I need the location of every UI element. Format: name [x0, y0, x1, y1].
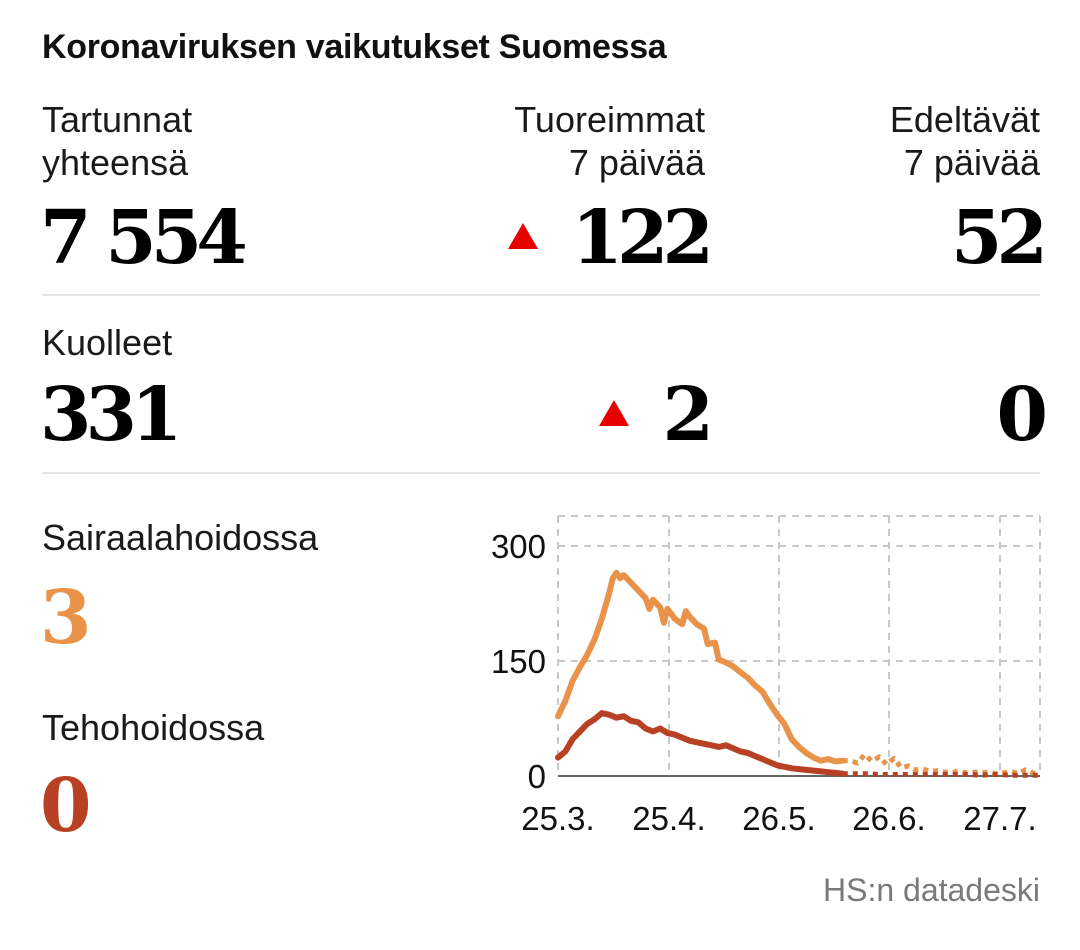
hospital-label: Sairaalahoidossa: [42, 517, 319, 558]
icu-value: 0: [40, 763, 91, 849]
previous-7-days-label: Edeltävät 7 päivää: [740, 98, 1040, 184]
deaths-latest-value: 2: [662, 372, 714, 458]
deaths-total-value: 331: [40, 372, 182, 458]
infections-latest-value: 122: [571, 195, 714, 281]
previous-label-line-1: Edeltävät: [889, 99, 1040, 140]
deaths-label: Kuolleet: [42, 322, 173, 363]
infections-latest: 122: [400, 195, 714, 281]
separator: [42, 472, 1040, 474]
series-line-dotted: [842, 771, 1040, 778]
total-label-line-1: Tartunnat: [42, 99, 193, 140]
trend-up-icon: [598, 399, 629, 426]
series-line: [555, 710, 846, 777]
x-tick-label: 25.3.: [521, 800, 594, 837]
deaths-previous-value: 0: [996, 372, 1049, 458]
trend-up-icon: [507, 222, 538, 249]
latest-7-days-label: Tuoreimmat 7 päivää: [400, 98, 705, 184]
latest-label-line-2: 7 päivää: [568, 142, 705, 183]
infections-previous-value: 52: [951, 195, 1048, 281]
series-line: [555, 569, 846, 765]
separator: [42, 294, 1040, 296]
total-label-line-2: yhteensä: [42, 142, 189, 183]
page-title: Koronaviruksen vaikutukset Suomessa: [42, 28, 667, 66]
y-tick-label: 0: [528, 758, 546, 795]
total-infections-label: Tartunnat yhteensä: [42, 98, 192, 184]
hospital-value: 3: [40, 575, 91, 661]
y-tick-label: 300: [491, 528, 546, 565]
x-tick-label: 25.4.: [632, 800, 705, 837]
source-credit: HS:n datadeski: [822, 872, 1040, 908]
previous-label-line-2: 7 päivää: [903, 142, 1040, 183]
y-tick-label: 150: [491, 643, 546, 680]
latest-label-line-1: Tuoreimmat: [514, 99, 705, 140]
series-line-dotted: [842, 752, 1041, 777]
x-tick-label: 26.6.: [852, 800, 925, 837]
infections-total-value: 7 554: [40, 195, 248, 281]
icu-label: Tehohoidossa: [42, 707, 265, 748]
deaths-latest: 2: [400, 372, 714, 458]
x-tick-label: 27.7.: [963, 800, 1036, 837]
x-tick-label: 26.5.: [742, 800, 815, 837]
